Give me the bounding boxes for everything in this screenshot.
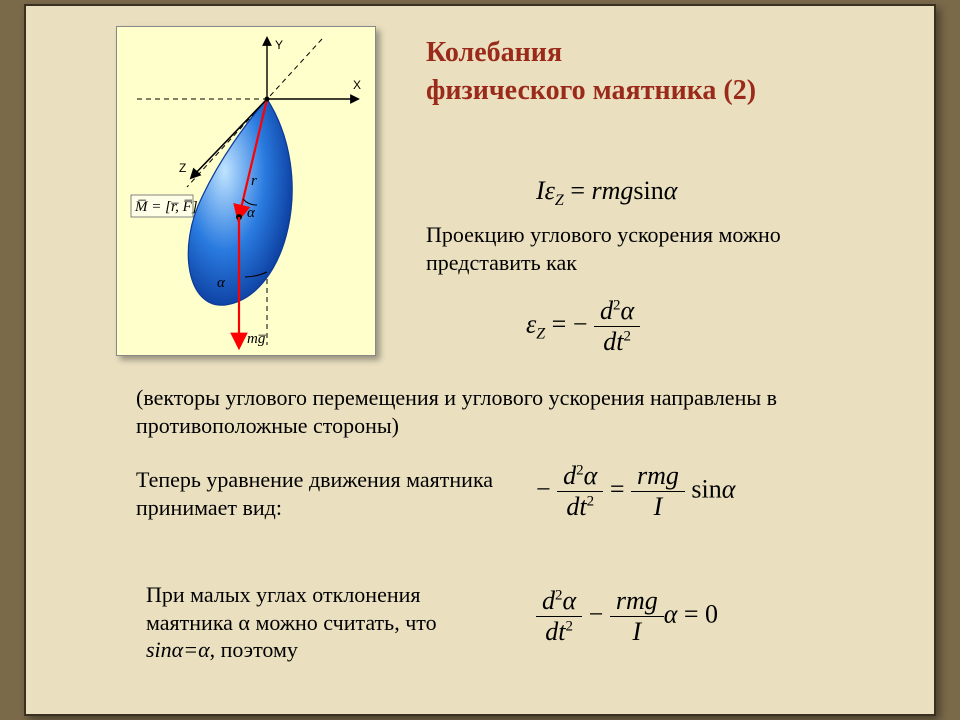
moment-label: M̅ = [r̅, F̅] [134,199,198,215]
page-title: Колебания физического маятника (2) [426,34,906,110]
text-small-angles-suffix: , поэтому [210,637,298,662]
axis-y-label: Y [275,38,283,52]
pendulum-body [188,99,292,305]
pendulum-svg: X Y Z r mg̅ α α [117,27,377,357]
pendulum-figure: X Y Z r mg̅ α α [116,26,376,356]
equation-1: IεZ = rmgsinα [536,176,677,210]
title-line-1: Колебания [426,34,906,72]
title-line-2: физического маятника (2) [426,72,906,110]
angle-alpha-bottom: α [217,275,226,291]
axis-z-label: Z [179,161,186,175]
text-equation-form: Теперь уравнение движения маятника прини… [136,466,496,521]
axis-x-label: X [353,78,361,92]
equation-4: d2α dt2 − rmg I α = 0 [536,586,718,647]
text-small-angles: При малых углах отклонения маятника α мо… [146,581,506,664]
equation-2: εZ = − d2α dt2 [526,296,640,357]
slide: X Y Z r mg̅ α α [24,4,936,716]
vector-mg-label: mg̅ [247,331,267,347]
angle-alpha-cm: α [247,205,256,221]
text-vectors-note: (векторы углового перемещения и углового… [136,384,896,439]
text-projection: Проекцию углового ускорения можно предст… [426,221,896,276]
vector-r-label: r [251,173,257,189]
text-small-angles-italic: sinα=α [146,637,210,662]
equation-3: − d2α dt2 = rmg I sinα [536,461,735,522]
text-small-angles-prefix: При малых углах отклонения маятника α мо… [146,582,437,635]
